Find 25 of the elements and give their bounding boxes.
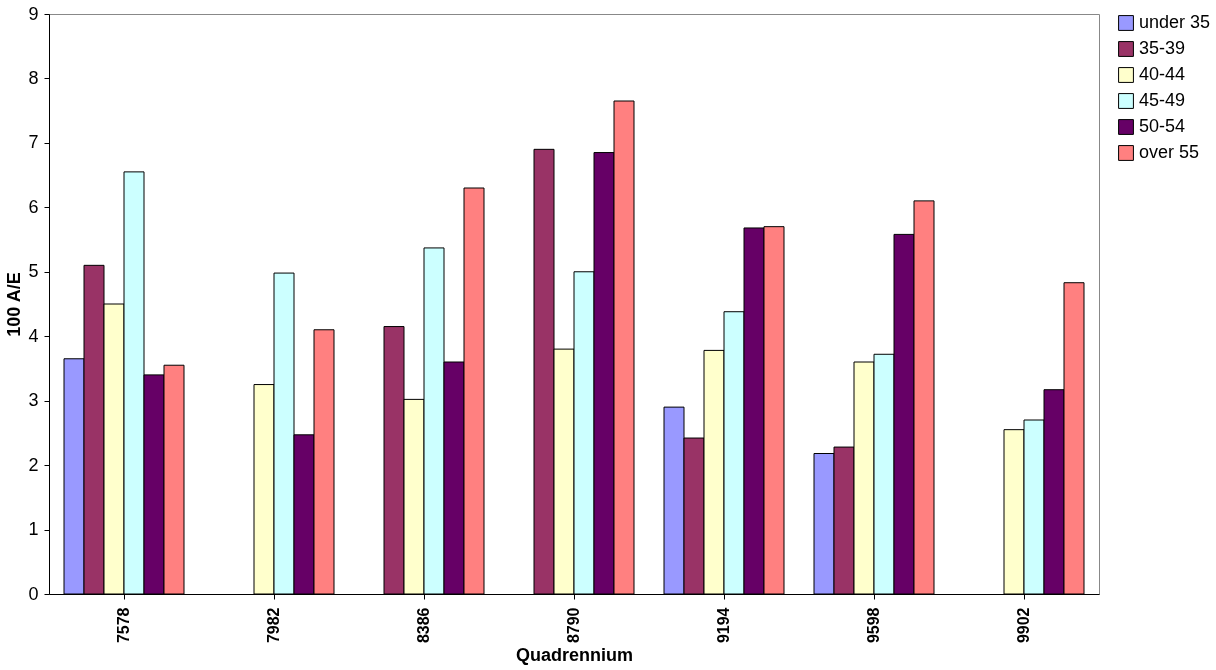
y-tick-label: 2 bbox=[28, 454, 39, 475]
y-tick-label: 9 bbox=[28, 3, 39, 24]
y-tick-label: 6 bbox=[28, 196, 39, 217]
x-axis-title: Quadrennium bbox=[515, 645, 634, 666]
x-tick-label: 9598 bbox=[865, 607, 882, 644]
legend-label: over 55 bbox=[1139, 142, 1200, 162]
y-tick-label: 7 bbox=[28, 132, 39, 153]
y-tick-label: 3 bbox=[28, 390, 39, 411]
legend-label: under 35 bbox=[1139, 12, 1211, 32]
x-tick-label: 8790 bbox=[565, 607, 582, 644]
y-tick-label: 5 bbox=[28, 261, 39, 282]
legend-label: 35-39 bbox=[1139, 38, 1186, 58]
y-tick-label: 0 bbox=[28, 583, 39, 604]
y-tick-label: 1 bbox=[28, 519, 39, 540]
y-axis-title: 100 A/E bbox=[4, 272, 25, 337]
y-tick-label: 8 bbox=[28, 67, 39, 88]
legend-label: 40-44 bbox=[1139, 64, 1186, 84]
y-tick-label: 4 bbox=[28, 325, 39, 346]
x-tick-label: 7982 bbox=[265, 607, 282, 644]
x-tick-label: 7578 bbox=[115, 607, 132, 644]
x-tick-label: 9194 bbox=[715, 607, 732, 644]
x-tick-label: 8386 bbox=[415, 607, 432, 644]
legend-label: 50-54 bbox=[1139, 116, 1186, 136]
x-tick-label: 9902 bbox=[1015, 607, 1032, 644]
legend-label: 45-49 bbox=[1139, 90, 1186, 110]
